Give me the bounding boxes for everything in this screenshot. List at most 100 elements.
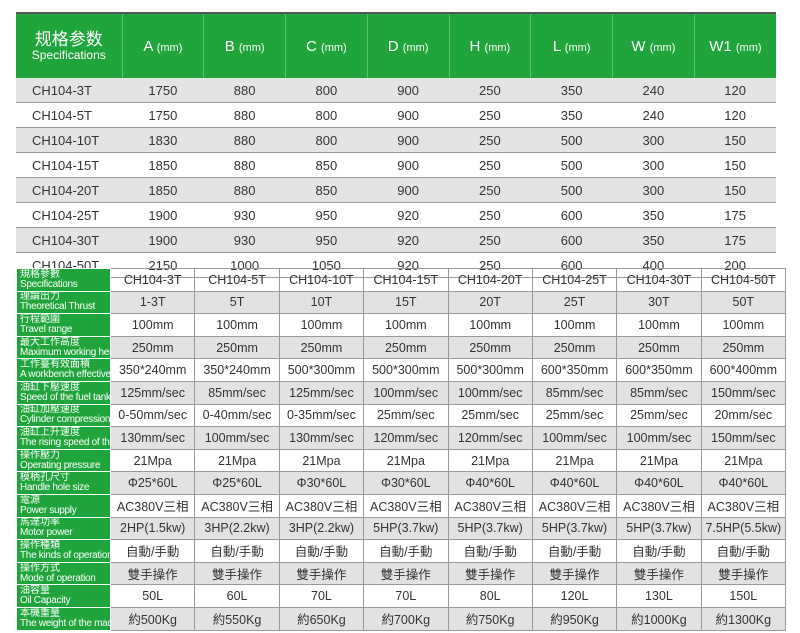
spec-value: 約950Kg [531, 606, 618, 631]
spec-value: 雙手操作 [700, 561, 787, 586]
table-cell: 900 [367, 127, 449, 153]
spec-value: 自動/手動 [278, 539, 365, 563]
model-cell: CH104-5T [16, 102, 122, 128]
spec-label: 馬達功率 Motor power [16, 516, 111, 541]
table-cell: 1750 [122, 102, 204, 128]
spec-label-en: Handle hole size [20, 482, 90, 494]
spec-label-en: Oil Capacity [20, 595, 71, 607]
spec-label: 操作種類 The kinds of operations [16, 539, 111, 563]
spec-label-en: Maximum working height [20, 346, 111, 358]
spec-value: CH104-3T [109, 268, 196, 292]
spec-value: 21Mpa [447, 448, 533, 473]
spec-label-en: Motor power [20, 527, 73, 539]
model-cell: CH104-15T [16, 152, 122, 178]
spec-label-en: The weight of the machine [20, 617, 111, 629]
spec-value: 21Mpa [531, 448, 618, 473]
spec-value: 100mm/sec [363, 380, 449, 405]
spec-value: 3HP(2.2kw) [278, 516, 365, 541]
spec-value: Φ40*60L [447, 471, 533, 495]
table-cell: 1850 [122, 177, 204, 203]
spec-value: 7.5HP(5.5kw) [700, 516, 787, 541]
spec-value: 雙手操作 [531, 561, 618, 586]
spec-value: 21Mpa [109, 448, 196, 473]
spec-value: CH104-50T [700, 268, 787, 292]
spec-value: 25mm/sec [616, 403, 702, 428]
spec-value: 120mm/sec [447, 426, 533, 450]
table-cell: 900 [367, 78, 449, 103]
header-specifications: 规格参数 Specifications [16, 12, 123, 78]
spec-row: 操作方式 Mode of operation 雙手操作 雙手操作 雙手操作 雙手操作 雙手操… [16, 561, 787, 586]
table-cell: 350 [530, 78, 613, 103]
spec-label-en: Theoretical Thrust [20, 301, 96, 313]
spec-value: 150mm/sec [700, 426, 787, 450]
spec-label-cn: 工作臺有效面積 [20, 359, 90, 371]
column-letter: C [306, 37, 317, 55]
specifications-table: 規格參數 Specifications CH104-3T CH104-5T CH104-… [16, 268, 787, 631]
spec-value: 250mm [363, 335, 449, 360]
table-cell: 880 [203, 177, 286, 203]
spec-value: 100mm [531, 313, 618, 337]
table-cell: 120 [694, 78, 776, 103]
spec-label-cn: 馬達功率 [20, 517, 60, 529]
spec-value: 自動/手動 [109, 539, 196, 563]
column-header: W (mm) [612, 12, 695, 78]
column-letter: W1 [709, 37, 732, 55]
spec-value: 60L [194, 584, 280, 608]
table-cell: 250 [449, 202, 531, 228]
spec-value: 25mm/sec [447, 403, 533, 428]
spec-label-cn: 油缸加壓速度 [20, 404, 80, 416]
spec-value: Φ25*60L [109, 471, 196, 495]
spec-value: 約500Kg [109, 606, 196, 631]
spec-value: 21Mpa [278, 448, 365, 473]
table-cell: 250 [449, 152, 531, 178]
table-cell: 900 [367, 177, 449, 203]
spec-label-en: Mode of operation [20, 572, 96, 584]
spec-value: 100mm [109, 313, 196, 337]
table-row: CH104-25T 1900 930 950 920 250 600 350 175 [16, 202, 776, 228]
spec-row: 理論出力 Theoretical Thrust 1-3T 5T 10T 15T 20T 25T… [16, 290, 787, 315]
spec-value: 21Mpa [194, 448, 280, 473]
spec-row: 馬達功率 Motor power 2HP(1.5kw) 3HP(2.2kw) 3HP(2… [16, 516, 787, 541]
spec-value: 100mm [700, 313, 787, 337]
spec-value: 21Mpa [363, 448, 449, 473]
spec-value: 100mm/sec [447, 380, 533, 405]
spec-value: 雙手操作 [363, 561, 449, 586]
table-cell: 500 [530, 152, 613, 178]
spec-value: 350*240mm [109, 358, 196, 382]
spec-label: 操作壓力 Operating pressure [16, 448, 111, 473]
spec-row: 行程範圍 Travel range 100mm 100mm 100mm 100mm 100m… [16, 313, 787, 337]
spec-value: 100mm [616, 313, 702, 337]
column-unit: (mm) [735, 41, 762, 54]
table-cell: 880 [203, 78, 286, 103]
table-cell: 1750 [122, 78, 204, 103]
spec-value: 100mm [447, 313, 533, 337]
spec-value: 130mm/sec [278, 426, 365, 450]
column-letter: D [387, 37, 399, 55]
spec-label-cn: 理論出力 [20, 291, 60, 303]
spec-value: 600*400mm [700, 358, 787, 382]
column-letter: A [143, 37, 153, 55]
spec-value: AC380V三相 [363, 493, 449, 518]
spec-value: 自動/手動 [447, 539, 533, 563]
spec-row: 模柄孔尺寸 Handle hole size Φ25*60L Φ25*60L Φ30*6… [16, 471, 787, 495]
spec-value: 125mm/sec [278, 380, 365, 405]
model-cell: CH104-3T [16, 78, 122, 103]
spec-value: 250mm [700, 335, 787, 360]
spec-value: 25mm/sec [531, 403, 618, 428]
spec-label-en: Travel range [20, 323, 73, 335]
table-cell: 350 [612, 227, 695, 253]
table-cell: 920 [367, 202, 449, 228]
table-cell: 300 [612, 127, 695, 153]
spec-label: 理論出力 Theoretical Thrust [16, 290, 111, 315]
table-cell: 950 [285, 227, 368, 253]
spec-value: 自動/手動 [700, 539, 787, 563]
spec-row: 操作種類 The kinds of operations 自動/手動 自動/手動 自動/… [16, 539, 787, 563]
table-cell: 175 [694, 202, 776, 228]
table-cell: 300 [612, 177, 695, 203]
spec-value: 250mm [278, 335, 365, 360]
table-cell: 920 [367, 227, 449, 253]
